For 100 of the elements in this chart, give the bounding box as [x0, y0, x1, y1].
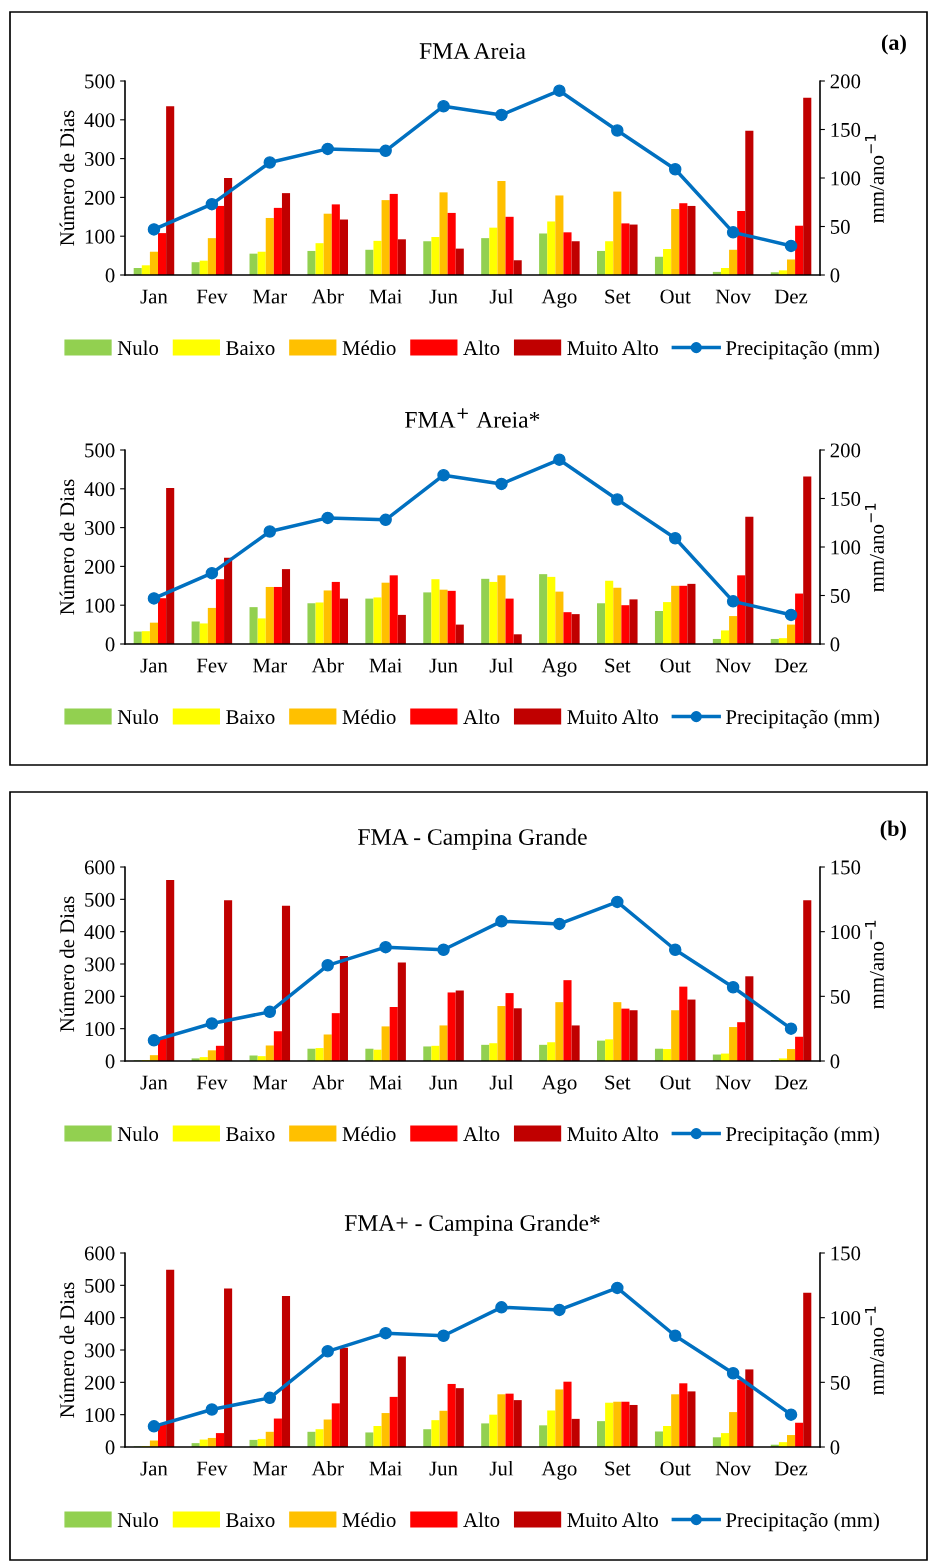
text: (a): [881, 34, 906, 55]
legend-label: Médio: [342, 340, 396, 356]
y2-axis-title: mm/ano$^{−1}$: [865, 134, 884, 223]
x-tick-label: Mar: [253, 289, 287, 304]
x-tick-label: Ago: [541, 289, 577, 308]
y2-tick-label: 150: [831, 122, 861, 137]
y2-tick-label: 100: [831, 1311, 861, 1326]
x-tick-label: Set: [605, 658, 631, 673]
legend-label: Precipitação (mm): [726, 1512, 879, 1532]
legend-label: Precipitação (mm): [726, 1126, 879, 1146]
legend-label: Nulo: [117, 1126, 159, 1142]
legend-label: Precipitação (mm): [726, 340, 879, 360]
x-tick-label: Jan: [140, 1075, 168, 1090]
y-tick-label: 600: [84, 860, 115, 875]
x-tick-label: Ago: [541, 1461, 577, 1480]
x-tick-label: Mar: [253, 1461, 287, 1476]
x-tick-label: Jul: [489, 657, 514, 673]
legend-label: Muito Alto: [567, 1512, 658, 1528]
x-tick-label: Dez: [774, 658, 808, 673]
x-tick-label: Jan: [140, 289, 168, 304]
y2-tick-label: 150: [831, 860, 861, 875]
x-tick-label: Mai: [369, 289, 403, 304]
y-tick-label: 200: [84, 1375, 115, 1390]
y-tick-label: 500: [85, 443, 115, 458]
legend-label: Muito Alto: [567, 1126, 658, 1142]
x-tick-label: Jan: [140, 658, 168, 673]
legend-label: Médio: [342, 1512, 396, 1528]
y-tick-label: 0: [105, 268, 115, 283]
y2-tick-label: 50: [830, 588, 850, 603]
y2-tick-label: 0: [830, 1440, 840, 1455]
x-tick-label: Abr: [311, 1074, 344, 1090]
chart-title: FMA+ - Campina Grande*: [344, 1214, 600, 1236]
y-tick-label: 100: [85, 598, 115, 613]
x-tick-label: Set: [605, 1461, 631, 1476]
y-tick-label: 500: [85, 74, 115, 89]
legend-label: Alto: [463, 709, 500, 725]
x-tick-label: Jan: [140, 1461, 168, 1476]
x-tick-label: Abr: [311, 288, 344, 304]
y-tick-label: 400: [84, 482, 115, 497]
text: (b): [880, 820, 906, 841]
x-tick-label: Mai: [369, 1075, 403, 1090]
x-tick-label: Out: [660, 1461, 691, 1476]
y-tick-label: 400: [84, 925, 115, 940]
y-tick-label: 200: [84, 559, 115, 574]
x-tick-label: Abr: [311, 657, 344, 673]
legend-label: Muito Alto: [567, 709, 658, 725]
legend-label: Nulo: [117, 340, 159, 356]
legend-label: Precipitação (mm): [726, 709, 879, 729]
x-tick-label: Jun: [429, 658, 458, 673]
y-tick-label: 100: [85, 229, 115, 244]
x-tick-label: Nov: [715, 1461, 752, 1476]
x-tick-label: Dez: [774, 289, 808, 304]
x-tick-label: Out: [660, 658, 691, 673]
x-tick-label: Mar: [253, 1075, 287, 1090]
y-tick-label: 400: [84, 113, 115, 128]
y-tick-label: 500: [85, 892, 115, 907]
legend-label: Baixo: [226, 1513, 275, 1528]
y2-tick-label: 100: [831, 171, 861, 186]
x-tick-label: Dez: [774, 1075, 808, 1090]
legend-label: Alto: [463, 1512, 500, 1528]
y-tick-label: 100: [85, 1408, 115, 1423]
chart-title: FMA$^{+}$ Areia*: [405, 408, 540, 428]
y2-tick-label: 100: [831, 925, 861, 940]
x-tick-label: Out: [660, 1075, 691, 1090]
x-tick-label: Fev: [196, 1461, 228, 1476]
x-tick-label: Abr: [311, 1460, 344, 1476]
y-tick-label: 300: [85, 1343, 115, 1358]
x-tick-label: Jun: [429, 289, 458, 304]
x-tick-label: Fev: [196, 658, 228, 673]
x-tick-label: Mai: [369, 1461, 403, 1476]
y2-axis-title: mm/ano$^{−1}$: [865, 503, 884, 592]
legend-label: Alto: [463, 340, 500, 356]
x-tick-label: Ago: [541, 1075, 577, 1094]
x-tick-label: Out: [660, 289, 691, 304]
x-tick-label: Jul: [489, 1460, 514, 1476]
y-tick-label: 0: [105, 1054, 115, 1069]
x-tick-label: Dez: [774, 1461, 808, 1476]
x-tick-label: Fev: [196, 1075, 228, 1090]
x-tick-label: Jun: [429, 1461, 458, 1476]
y-tick-label: 400: [84, 1311, 115, 1326]
y-tick-label: 200: [84, 190, 115, 205]
legend-label: Baixo: [226, 710, 275, 725]
chart-title: FMA Areia: [419, 43, 526, 60]
y-tick-label: 300: [85, 151, 115, 167]
x-tick-label: Fev: [196, 289, 228, 304]
legend-label: Muito Alto: [567, 340, 658, 356]
x-tick-label: Nov: [715, 1075, 752, 1090]
y2-axis-title: mm/ano$^{−1}$: [865, 1306, 884, 1395]
y2-tick-label: 0: [830, 1054, 840, 1069]
legend-label: Baixo: [226, 1127, 275, 1142]
chart-title: FMA - Campina Grande: [358, 828, 587, 850]
y-axis-title: Número de Dias: [59, 896, 75, 1032]
y2-tick-label: 0: [830, 637, 840, 652]
y-tick-label: 100: [85, 1022, 115, 1037]
y2-tick-label: 200: [830, 443, 861, 458]
y-axis-title: Número de Dias: [59, 1282, 75, 1418]
legend-label: Nulo: [117, 709, 159, 725]
y2-tick-label: 50: [830, 219, 850, 234]
y-tick-label: 200: [84, 989, 115, 1004]
x-tick-label: Mar: [253, 658, 287, 673]
